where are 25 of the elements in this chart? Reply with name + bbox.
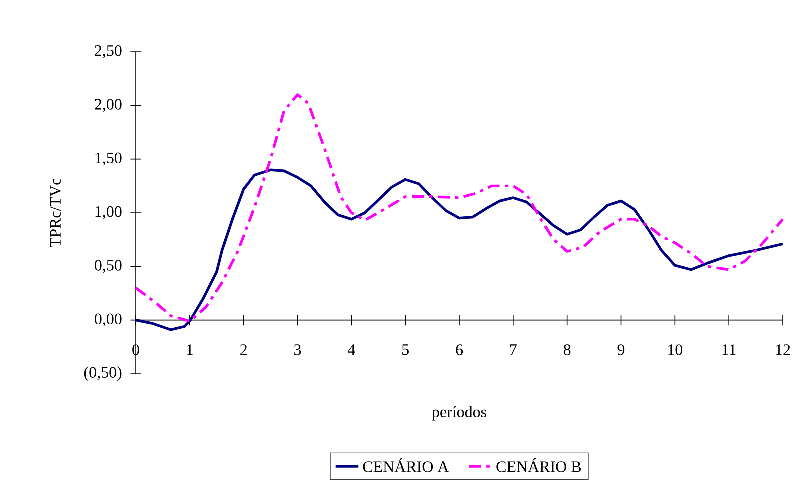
x-tick-label: 3 — [294, 344, 302, 356]
legend-label: CENÁRIO A — [363, 458, 450, 472]
y-tick-label: (0,50) — [84, 366, 122, 382]
line-series — [134, 94, 784, 323]
line-series — [134, 168, 784, 332]
y-tick-label: 2,50 — [95, 45, 122, 59]
y-tick-label: 0,00 — [95, 314, 122, 327]
x-tick-label: 5 — [402, 344, 409, 356]
y-tick-label: 2,00 — [95, 99, 122, 112]
x-axis-title: períodos — [432, 406, 486, 421]
legend-label: CENÁRIO B — [496, 458, 582, 472]
y-tick-label: 1,50 — [96, 152, 122, 166]
x-tick-label: 1 — [187, 344, 193, 356]
x-tick-label: 4 — [348, 344, 356, 356]
y-tick-label: 1,00 — [96, 206, 122, 220]
x-tick-label: 10 — [668, 344, 683, 356]
x-tick-label: 12 — [776, 344, 790, 356]
x-tick-label: 6 — [456, 344, 464, 356]
x-tick-label: 9 — [618, 344, 625, 356]
y-tick-label: 0,50 — [95, 260, 122, 274]
x-tick-label: 8 — [564, 344, 571, 356]
x-tick-label: 7 — [510, 344, 517, 356]
y-axis-title: TPRc/TVc — [50, 178, 62, 248]
x-tick-label: 11 — [722, 344, 736, 356]
x-tick-label: 2 — [240, 344, 247, 356]
